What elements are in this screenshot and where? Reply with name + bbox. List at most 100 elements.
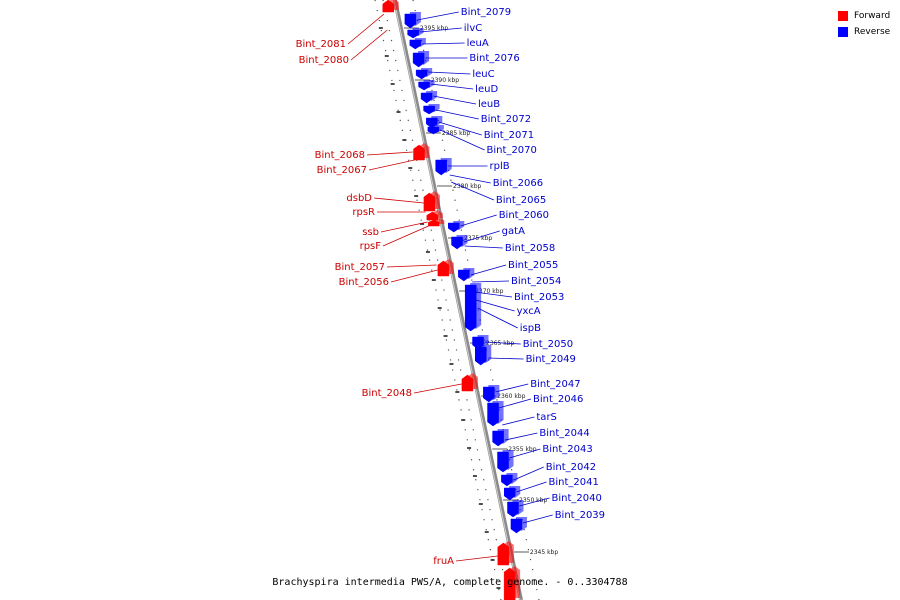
gene-connector	[350, 29, 388, 61]
tick-label: 2395 kbp	[420, 25, 448, 32]
tick-label: 2370 kbp	[475, 288, 503, 295]
gene-label: Bint_2058	[505, 243, 555, 254]
tick-label: 2345 kbp	[530, 549, 558, 556]
gene-connector	[474, 291, 513, 298]
tick-label: 2355 kbp	[508, 446, 536, 453]
tick-label: 2350 kbp	[519, 497, 547, 504]
reverse-gene-block	[492, 430, 504, 447]
reverse-gene-block	[415, 69, 428, 80]
reverse-gene-block	[407, 29, 419, 39]
legend-item-forward: Forward	[838, 8, 890, 24]
gene-label: ssb	[362, 227, 379, 238]
gene-connector	[484, 341, 521, 345]
gene-label: rpsR	[352, 207, 375, 218]
gene-connector	[475, 299, 515, 312]
gene-label: Bint_2054	[511, 276, 561, 287]
gene-label: Bint_2053	[514, 292, 564, 303]
dotted-guide-left-inner	[382, 0, 510, 600]
gene-connector	[366, 151, 413, 156]
gene-label: Bint_2039	[555, 510, 605, 521]
gene-label: Bint_2081	[296, 39, 346, 50]
forward-gene-block	[437, 260, 450, 277]
gene-connector	[470, 264, 507, 276]
reverse-gene-block	[501, 474, 513, 487]
reverse-gene-block	[510, 518, 523, 534]
gene-label: dsbD	[346, 193, 372, 204]
forward-gene-block	[382, 0, 395, 13]
gene-label: leuA	[467, 38, 489, 49]
gene-connector	[419, 27, 462, 33]
reverse-gene-block	[507, 501, 519, 518]
gene-label: Bint_2066	[493, 178, 543, 189]
reverse-gene-block	[423, 105, 435, 115]
gene-connector	[382, 225, 429, 247]
gene-label: Bint_2067	[317, 165, 367, 176]
forward-gene-block	[426, 211, 439, 221]
reverse-gene-block	[448, 222, 460, 233]
reverse-gene-block	[418, 81, 430, 91]
gene-label: Bint_2060	[499, 210, 549, 221]
legend-label-reverse: Reverse	[854, 27, 891, 37]
forward-gene-block	[497, 542, 510, 566]
tick-label: 2360 kbp	[497, 393, 525, 400]
gene-label: ispB	[520, 323, 541, 334]
legend-label-forward: Forward	[854, 11, 891, 21]
gene-connector	[522, 514, 553, 524]
reverse-gene-block	[458, 269, 470, 282]
gene-label: Bint_2043	[542, 444, 592, 455]
gene-label: Bint_2048	[362, 388, 412, 399]
gene-connector	[430, 83, 474, 90]
gene-connector	[502, 416, 535, 426]
gene-connector	[438, 121, 482, 136]
gene-label: Bint_2042	[546, 462, 596, 473]
forward-gene-block	[413, 144, 425, 161]
gene-connector	[417, 11, 459, 21]
gene-connector	[460, 214, 497, 227]
gene-connector	[390, 269, 438, 283]
gene-connector	[463, 230, 500, 243]
gene-connector	[519, 497, 550, 507]
gene-connector	[498, 398, 532, 409]
reverse-gene-block	[503, 487, 516, 501]
gene-label: leuD	[475, 84, 498, 95]
forward-swatch	[838, 11, 848, 21]
gene-label: tarS	[536, 412, 557, 423]
gene-label: Bint_2040	[552, 493, 602, 504]
genome-axis	[393, 0, 523, 600]
gene-connector	[433, 95, 477, 105]
gene-label: Bint_2055	[508, 260, 558, 271]
gene-connector	[505, 432, 538, 441]
forward-gene-block	[428, 219, 440, 227]
reverse-gene-block	[427, 126, 440, 135]
reverse-gene-block	[404, 13, 417, 29]
gene-label: fruA	[433, 556, 454, 567]
gene-connector	[386, 264, 437, 268]
gene-connector	[477, 307, 518, 329]
gene-connector	[380, 221, 428, 233]
gene-label: yxcA	[517, 306, 541, 317]
reverse-gene-block	[435, 159, 447, 176]
reverse-gene-block	[412, 52, 425, 68]
forward-gene-block	[503, 567, 516, 600]
gene-label: Bint_2050	[523, 339, 573, 350]
genome-caption: Brachyspira intermedia PWS/A, complete g…	[272, 577, 628, 588]
gene-connector	[455, 555, 498, 562]
reverse-gene-block	[483, 386, 495, 403]
tick-label: 2385 kbp	[442, 130, 470, 137]
gene-connector	[464, 245, 503, 249]
genome-axis-highlight	[393, 0, 521, 600]
tick-label: 2380 kbp	[453, 183, 481, 190]
gene-connector	[516, 481, 547, 493]
reverse-gene-block	[497, 451, 509, 473]
gene-label: gatA	[502, 226, 525, 237]
legend: Forward Reverse	[838, 8, 890, 40]
reverse-gene-block	[420, 92, 433, 104]
reverse-gene-block	[409, 39, 422, 50]
forward-gene-block	[461, 374, 474, 392]
gene-label: rplB	[490, 161, 510, 172]
gene-label: rpsF	[360, 241, 382, 252]
gene-label: Bint_2072	[481, 114, 531, 125]
reverse-gene-block	[451, 236, 463, 250]
gene-label: Bint_2057	[335, 262, 385, 273]
